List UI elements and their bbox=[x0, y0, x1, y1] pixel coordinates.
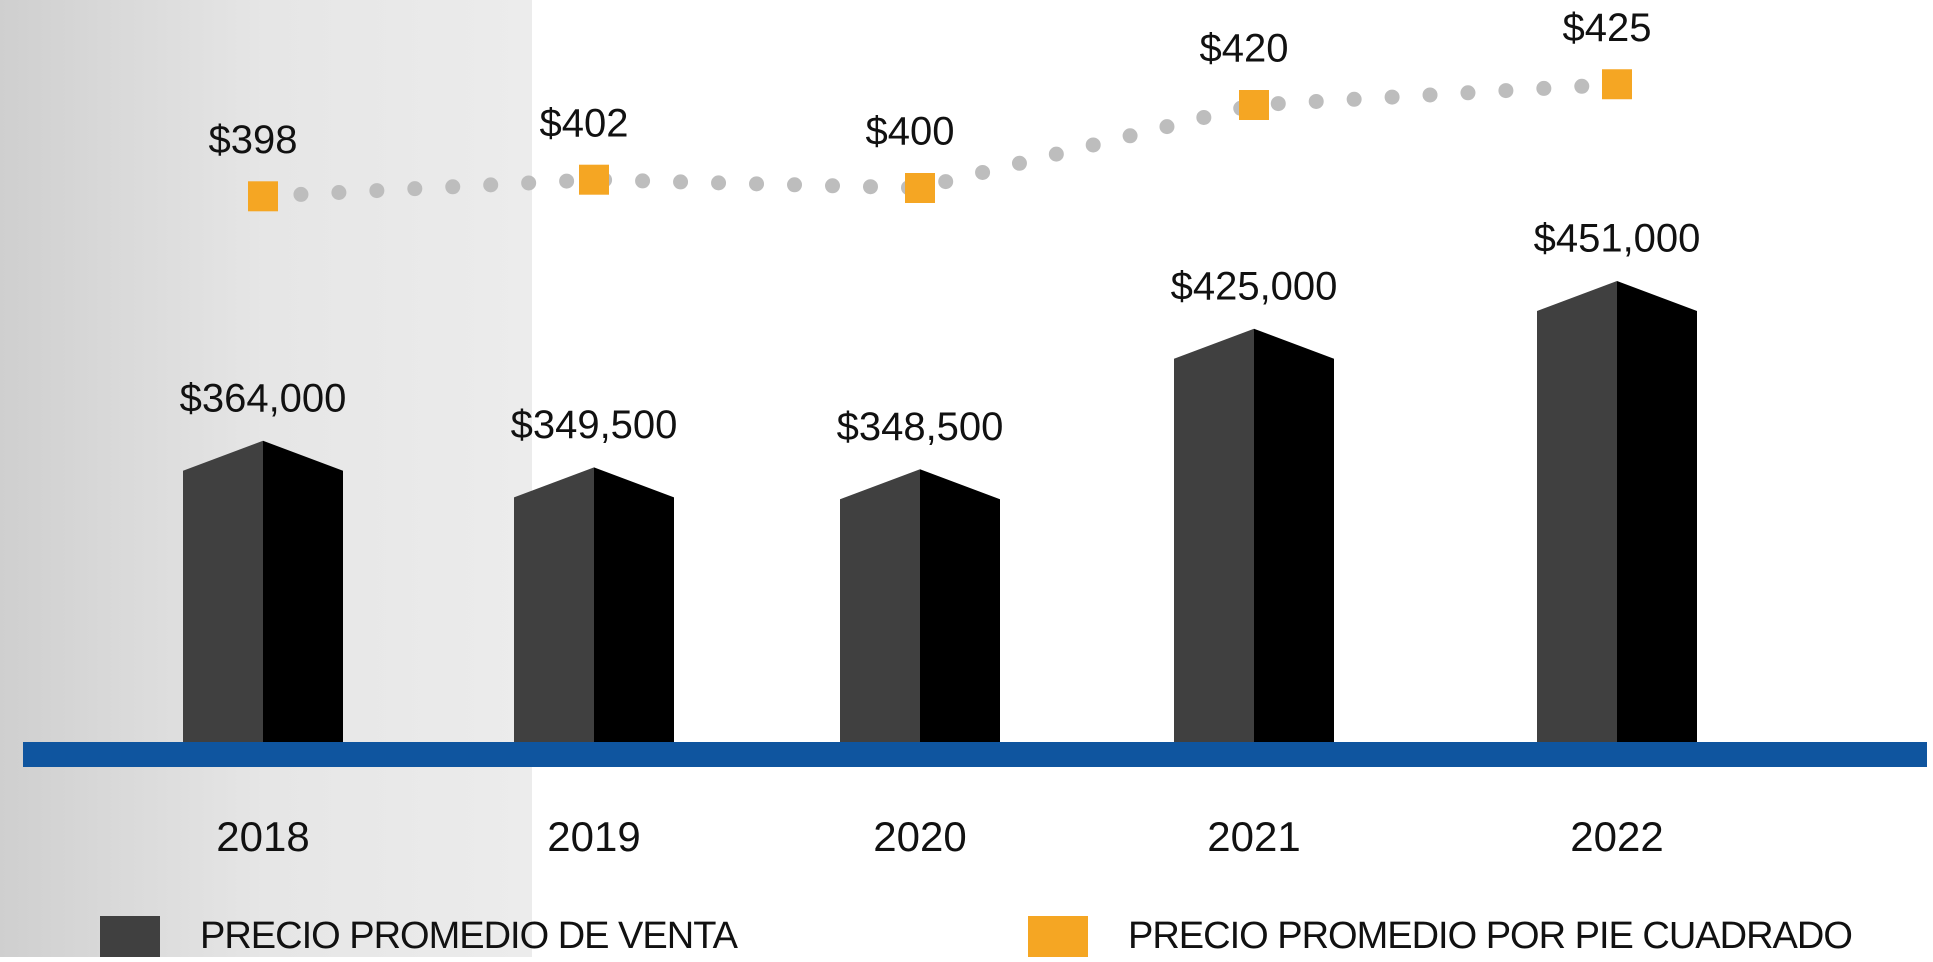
data-label: $364,000 bbox=[180, 376, 347, 420]
bar bbox=[1174, 328, 1334, 742]
legend-label: PRECIO PROMEDIO POR PIE CUADRADO bbox=[1128, 915, 1852, 957]
point-marker bbox=[579, 164, 609, 195]
bar-face bbox=[263, 440, 343, 742]
bar-face bbox=[514, 467, 594, 742]
bar-face bbox=[1617, 280, 1697, 742]
data-label: $348,500 bbox=[837, 405, 1004, 449]
bar-face bbox=[920, 469, 1000, 742]
point-marker bbox=[905, 173, 935, 203]
line bbox=[255, 76, 1625, 204]
point-marker bbox=[1239, 90, 1269, 120]
x-tick-label: 2021 bbox=[1207, 813, 1300, 860]
baseline bbox=[23, 742, 1927, 767]
x-tick-label: 2018 bbox=[216, 813, 309, 860]
point-marker bbox=[248, 181, 278, 212]
bar bbox=[183, 440, 343, 742]
bar bbox=[514, 467, 674, 742]
bar-face bbox=[183, 440, 263, 742]
legend-swatch bbox=[1028, 916, 1088, 962]
x-tick-label: 2022 bbox=[1570, 813, 1663, 860]
legend-swatch bbox=[100, 916, 160, 962]
bar-face bbox=[840, 469, 920, 742]
data-label: $402 bbox=[540, 101, 629, 145]
bar-face bbox=[594, 467, 674, 742]
data-label: $420 bbox=[1200, 27, 1289, 71]
data-label: $400 bbox=[866, 110, 955, 154]
data-label: $425,000 bbox=[1171, 264, 1338, 308]
data-label: $451,000 bbox=[1534, 217, 1701, 261]
bar bbox=[840, 469, 1000, 742]
bar bbox=[1537, 280, 1697, 742]
data-label: $398 bbox=[209, 118, 298, 162]
bar-face bbox=[1537, 280, 1617, 742]
point-marker bbox=[1602, 69, 1632, 100]
data-label: $425 bbox=[1563, 6, 1652, 50]
bar-face bbox=[1254, 328, 1334, 742]
x-tick-label: 2019 bbox=[547, 813, 640, 860]
x-tick-label: 2020 bbox=[873, 813, 966, 860]
bar-face bbox=[1174, 328, 1254, 742]
legend-label: PRECIO PROMEDIO DE VENTA bbox=[200, 915, 739, 957]
data-label: $349,500 bbox=[511, 403, 678, 447]
